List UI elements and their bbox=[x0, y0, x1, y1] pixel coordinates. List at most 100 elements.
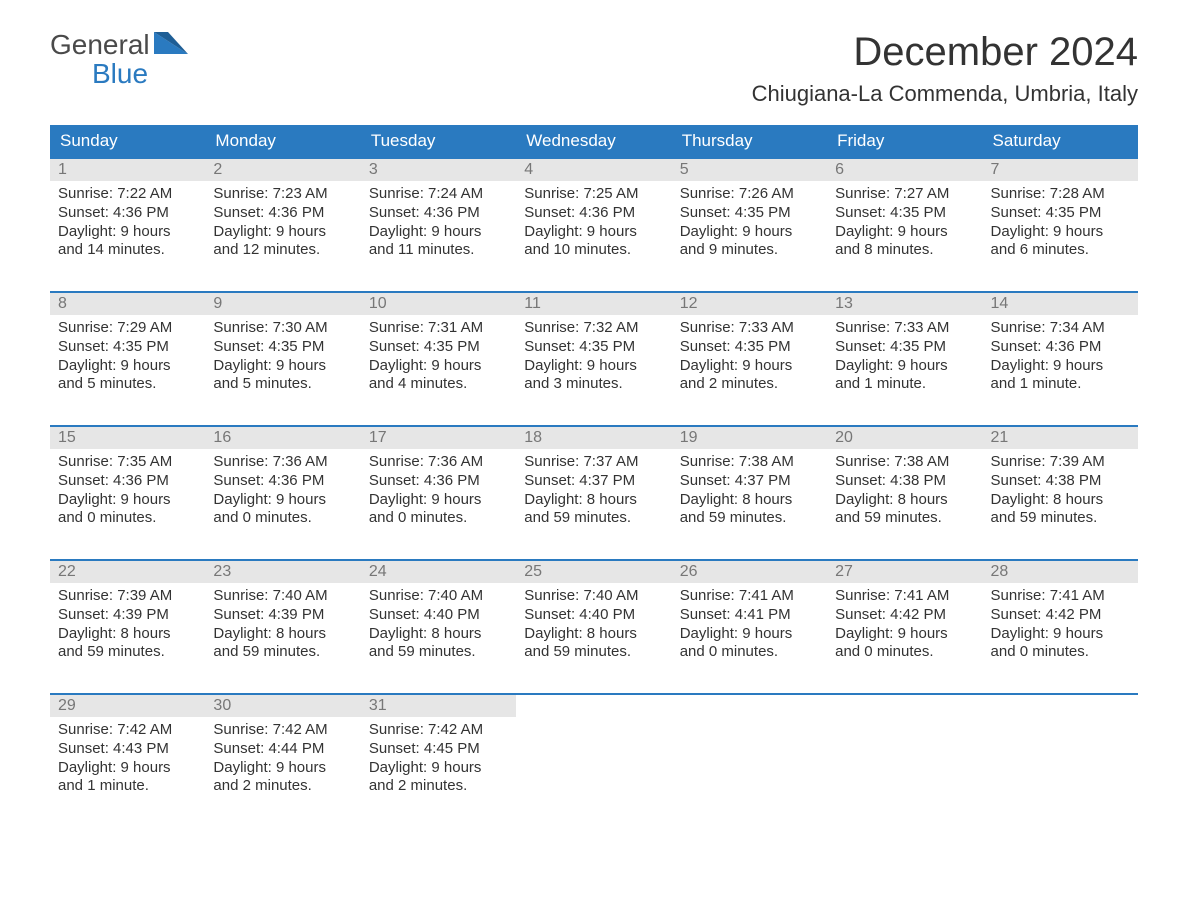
calendar-cell: 21Sunrise: 7:39 AMSunset: 4:38 PMDayligh… bbox=[983, 427, 1138, 545]
day-number: 27 bbox=[827, 561, 982, 583]
daylight-line-1: Daylight: 9 hours bbox=[524, 357, 663, 376]
logo: General Blue bbox=[50, 30, 200, 89]
daylight-line-1: Daylight: 9 hours bbox=[369, 491, 508, 510]
day-number: 21 bbox=[983, 427, 1138, 449]
day-number: 31 bbox=[361, 695, 516, 717]
calendar: Sunday Monday Tuesday Wednesday Thursday… bbox=[50, 125, 1138, 813]
sunset-line: Sunset: 4:37 PM bbox=[680, 472, 819, 491]
cell-body: Sunrise: 7:34 AMSunset: 4:36 PMDaylight:… bbox=[983, 315, 1138, 400]
cell-body: Sunrise: 7:23 AMSunset: 4:36 PMDaylight:… bbox=[205, 181, 360, 266]
sunrise-line: Sunrise: 7:36 AM bbox=[369, 453, 508, 472]
sunset-line: Sunset: 4:36 PM bbox=[58, 204, 197, 223]
daylight-line-1: Daylight: 8 hours bbox=[524, 491, 663, 510]
daylight-line-1: Daylight: 9 hours bbox=[835, 625, 974, 644]
day-header-fri: Friday bbox=[827, 125, 982, 157]
daylight-line-1: Daylight: 8 hours bbox=[369, 625, 508, 644]
cell-body: Sunrise: 7:40 AMSunset: 4:40 PMDaylight:… bbox=[361, 583, 516, 668]
calendar-cell: 3Sunrise: 7:24 AMSunset: 4:36 PMDaylight… bbox=[361, 159, 516, 277]
cell-body: Sunrise: 7:28 AMSunset: 4:35 PMDaylight:… bbox=[983, 181, 1138, 266]
calendar-cell: 6Sunrise: 7:27 AMSunset: 4:35 PMDaylight… bbox=[827, 159, 982, 277]
day-number: 3 bbox=[361, 159, 516, 181]
cell-body: Sunrise: 7:42 AMSunset: 4:45 PMDaylight:… bbox=[361, 717, 516, 802]
daylight-line-2: and 8 minutes. bbox=[835, 241, 974, 260]
cell-body: Sunrise: 7:36 AMSunset: 4:36 PMDaylight:… bbox=[205, 449, 360, 534]
day-number: 29 bbox=[50, 695, 205, 717]
sunrise-line: Sunrise: 7:41 AM bbox=[835, 587, 974, 606]
sunset-line: Sunset: 4:45 PM bbox=[369, 740, 508, 759]
day-header-thu: Thursday bbox=[672, 125, 827, 157]
sunset-line: Sunset: 4:43 PM bbox=[58, 740, 197, 759]
daylight-line-2: and 5 minutes. bbox=[213, 375, 352, 394]
sunset-line: Sunset: 4:35 PM bbox=[213, 338, 352, 357]
sunset-line: Sunset: 4:36 PM bbox=[213, 472, 352, 491]
cell-body: Sunrise: 7:39 AMSunset: 4:39 PMDaylight:… bbox=[50, 583, 205, 668]
sunset-line: Sunset: 4:36 PM bbox=[213, 204, 352, 223]
daylight-line-1: Daylight: 9 hours bbox=[369, 223, 508, 242]
sunset-line: Sunset: 4:40 PM bbox=[524, 606, 663, 625]
cell-body: Sunrise: 7:35 AMSunset: 4:36 PMDaylight:… bbox=[50, 449, 205, 534]
sunrise-line: Sunrise: 7:37 AM bbox=[524, 453, 663, 472]
calendar-cell: 14Sunrise: 7:34 AMSunset: 4:36 PMDayligh… bbox=[983, 293, 1138, 411]
sunset-line: Sunset: 4:35 PM bbox=[991, 204, 1130, 223]
day-number: 1 bbox=[50, 159, 205, 181]
day-number: 20 bbox=[827, 427, 982, 449]
day-number: 2 bbox=[205, 159, 360, 181]
cell-body: Sunrise: 7:33 AMSunset: 4:35 PMDaylight:… bbox=[827, 315, 982, 400]
daylight-line-2: and 1 minute. bbox=[835, 375, 974, 394]
day-number: 19 bbox=[672, 427, 827, 449]
day-number: 18 bbox=[516, 427, 671, 449]
sunrise-line: Sunrise: 7:25 AM bbox=[524, 185, 663, 204]
day-number: 17 bbox=[361, 427, 516, 449]
week-row: 29Sunrise: 7:42 AMSunset: 4:43 PMDayligh… bbox=[50, 693, 1138, 813]
calendar-cell: 29Sunrise: 7:42 AMSunset: 4:43 PMDayligh… bbox=[50, 695, 205, 813]
daylight-line-1: Daylight: 9 hours bbox=[369, 357, 508, 376]
daylight-line-1: Daylight: 9 hours bbox=[524, 223, 663, 242]
day-header-tue: Tuesday bbox=[361, 125, 516, 157]
cell-body: Sunrise: 7:27 AMSunset: 4:35 PMDaylight:… bbox=[827, 181, 982, 266]
sunrise-line: Sunrise: 7:34 AM bbox=[991, 319, 1130, 338]
day-number: 13 bbox=[827, 293, 982, 315]
calendar-cell: 25 Sunrise: 7:40 AMSunset: 4:40 PMDayligh… bbox=[516, 561, 671, 679]
daylight-line-2: and 12 minutes. bbox=[213, 241, 352, 260]
cell-body: Sunrise: 7:40 AMSunset: 4:39 PMDaylight:… bbox=[205, 583, 360, 668]
daylight-line-1: Daylight: 8 hours bbox=[524, 625, 663, 644]
sunset-line: Sunset: 4:35 PM bbox=[58, 338, 197, 357]
sunset-line: Sunset: 4:41 PM bbox=[680, 606, 819, 625]
daylight-line-1: Daylight: 9 hours bbox=[680, 223, 819, 242]
sunrise-line: Sunrise: 7:29 AM bbox=[58, 319, 197, 338]
sunset-line: Sunset: 4:35 PM bbox=[835, 338, 974, 357]
sunrise-line: Sunrise: 7:38 AM bbox=[680, 453, 819, 472]
daylight-line-1: Daylight: 9 hours bbox=[835, 223, 974, 242]
daylight-line-2: and 59 minutes. bbox=[524, 509, 663, 528]
calendar-cell: 1Sunrise: 7:22 AMSunset: 4:36 PMDaylight… bbox=[50, 159, 205, 277]
daylight-line-1: Daylight: 9 hours bbox=[991, 625, 1130, 644]
sunrise-line: Sunrise: 7:33 AM bbox=[835, 319, 974, 338]
sunrise-line: Sunrise: 7:40 AM bbox=[524, 587, 663, 606]
daylight-line-1: Daylight: 8 hours bbox=[835, 491, 974, 510]
daylight-line-2: and 1 minute. bbox=[58, 777, 197, 796]
sunrise-line: Sunrise: 7:42 AM bbox=[369, 721, 508, 740]
sunrise-line: Sunrise: 7:40 AM bbox=[369, 587, 508, 606]
day-header-sat: Saturday bbox=[983, 125, 1138, 157]
sunset-line: Sunset: 4:37 PM bbox=[524, 472, 663, 491]
calendar-cell: 12Sunrise: 7:33 AMSunset: 4:35 PMDayligh… bbox=[672, 293, 827, 411]
sunrise-line: Sunrise: 7:33 AM bbox=[680, 319, 819, 338]
sunrise-line: Sunrise: 7:27 AM bbox=[835, 185, 974, 204]
calendar-cell: 9Sunrise: 7:30 AMSunset: 4:35 PMDaylight… bbox=[205, 293, 360, 411]
day-number: 25 bbox=[516, 561, 671, 583]
day-number: 4 bbox=[516, 159, 671, 181]
day-number: 16 bbox=[205, 427, 360, 449]
calendar-cell bbox=[516, 695, 671, 813]
sunrise-line: Sunrise: 7:23 AM bbox=[213, 185, 352, 204]
daylight-line-2: and 59 minutes. bbox=[991, 509, 1130, 528]
calendar-cell: 19Sunrise: 7:38 AMSunset: 4:37 PMDayligh… bbox=[672, 427, 827, 545]
cell-body: Sunrise: 7:25 AMSunset: 4:36 PMDaylight:… bbox=[516, 181, 671, 266]
day-number: 10 bbox=[361, 293, 516, 315]
sunrise-line: Sunrise: 7:22 AM bbox=[58, 185, 197, 204]
sunset-line: Sunset: 4:36 PM bbox=[369, 204, 508, 223]
cell-body: Sunrise: 7:37 AMSunset: 4:37 PMDaylight:… bbox=[516, 449, 671, 534]
day-number: 15 bbox=[50, 427, 205, 449]
calendar-cell: 7Sunrise: 7:28 AMSunset: 4:35 PMDaylight… bbox=[983, 159, 1138, 277]
calendar-cell: 11Sunrise: 7:32 AMSunset: 4:35 PMDayligh… bbox=[516, 293, 671, 411]
cell-body: Sunrise: 7:22 AMSunset: 4:36 PMDaylight:… bbox=[50, 181, 205, 266]
